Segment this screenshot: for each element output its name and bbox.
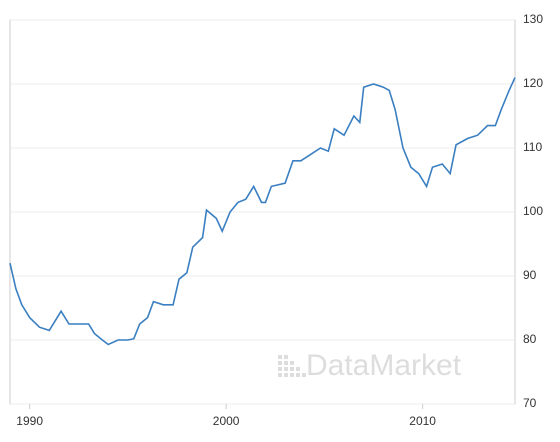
x-tick-label: 2010 bbox=[409, 414, 436, 428]
y-tick-label: 130 bbox=[523, 12, 543, 26]
watermark-icon bbox=[278, 355, 306, 377]
x-tick-label: 2000 bbox=[213, 414, 240, 428]
watermark: DataMarket bbox=[306, 349, 462, 382]
x-tick-label: 1990 bbox=[16, 414, 43, 428]
y-tick-label: 80 bbox=[523, 332, 537, 346]
y-tick-label: 110 bbox=[523, 140, 542, 154]
y-tick-label: 120 bbox=[523, 76, 543, 90]
line bbox=[9, 77, 516, 346]
y-tick-label: 90 bbox=[523, 268, 537, 282]
y-tick-label: 70 bbox=[523, 396, 537, 410]
y-tick-label: 100 bbox=[523, 204, 543, 218]
